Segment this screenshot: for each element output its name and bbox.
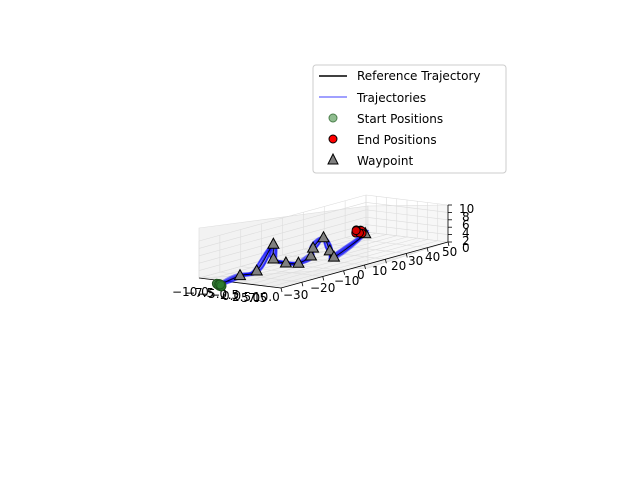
waypoint-marker [304,249,318,261]
z-tick-label: 2 [462,234,470,248]
z-tick-label: 8 [462,210,470,224]
y-tick-label: 20 [391,259,406,273]
end-positions-layer [351,225,367,238]
y-tick-label: −10 [334,274,359,288]
start-position-marker [215,279,226,290]
grid-lines [198,194,449,289]
x-axis-line [198,277,282,289]
legend-reference-label: Reference Trajectory [357,69,481,83]
legend-waypoint-marker [327,152,339,165]
legend-frame [312,64,507,174]
legend-end-label: End Positions [357,133,437,147]
waypoint-marker [292,256,305,268]
grid-line-floor [209,232,377,280]
legend: Reference Trajectory Trajectories Start … [312,64,507,174]
waypoint-marker [306,241,320,253]
y-tick-mark [322,276,325,281]
y-tick-mark [405,253,408,258]
x-tick-label: 2.5 [232,290,251,304]
z-tick-label: 6 [462,218,470,232]
z-tick-label: 10 [459,202,474,216]
y-tick-label: 10 [372,264,387,278]
y-tick-label: −30 [283,288,308,302]
x-tick-label: 0.0 [222,289,241,303]
grid-line-floor [219,234,387,281]
x-tick-label: 10.0 [253,290,280,304]
x-tick-label: −10.0 [172,285,209,299]
y-tick-label: 40 [425,250,440,264]
waypoint-marker [323,243,337,256]
grid-line-wall [198,224,367,271]
legend-end-marker [328,134,338,144]
grid-line-floor [198,231,367,279]
waypoint-marker [250,263,264,276]
legend-trajectories-label: Trajectories [356,91,426,105]
waypoint-marker [327,250,341,262]
x-tick-label: −7.5 [185,286,214,300]
legend-start-marker [328,113,338,123]
x-tick-label: 7.5 [248,291,267,305]
x-tick-labels: −10.0 −7.5 −5.0 −2.5 0.0 2.5 5.0 7.5 10.… [172,285,280,305]
x-tick-label: 5.0 [241,291,260,305]
grid-line-wall [198,202,367,249]
grid-line-floor [260,239,428,286]
waypoint-marker [267,251,280,264]
y-tick-label: 50 [442,245,457,259]
y-tick-mark [343,270,346,275]
y-tick-label: −20 [310,281,335,295]
waypoint-marker [279,255,293,268]
z-tick-label: 4 [462,226,470,240]
y-tick-mark [364,264,366,270]
y-tick-labels: −30 −20 −10 0 10 20 30 40 50 [283,245,457,302]
tick-marks [280,204,452,293]
grid-line-floor [270,240,438,288]
y-tick-mark [426,247,429,252]
y-tick-mark [301,282,304,287]
y-tick-mark [447,241,450,247]
x-tick-label: −2.5 [210,288,239,302]
waypoint-marker [317,230,330,243]
start-positions-layer [211,278,227,292]
y-tick-label: 30 [408,254,423,268]
z-tick-label: 0 [462,241,470,255]
y-tick-label: 0 [357,268,365,282]
axes-3d [198,194,449,289]
end-position-marker [351,226,361,236]
y-tick-mark [280,287,283,293]
legend-waypoint-label: Waypoint [357,154,413,168]
waypoint-marker [267,237,280,249]
grid-line-wall [198,209,367,257]
legend-start-label: Start Positions [357,112,443,126]
waypoint-marker [233,268,247,281]
grid-line-wall [198,194,367,242]
grid-line-floor [239,236,408,284]
grid-line-wall [198,216,367,264]
z-tick-labels: 0 2 4 6 8 10 [459,202,474,255]
y-tick-mark [384,259,387,264]
